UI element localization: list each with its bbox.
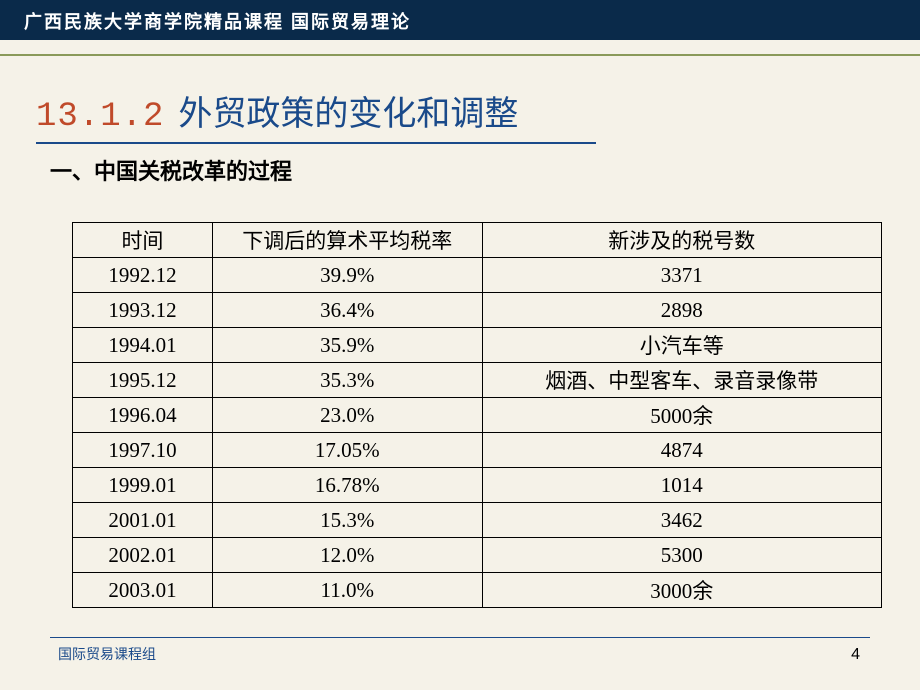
- cell-rate: 35.9%: [212, 328, 482, 363]
- cell-codes: 3462: [482, 503, 881, 538]
- table-header-codes: 新涉及的税号数: [482, 223, 881, 258]
- cell-rate: 23.0%: [212, 398, 482, 433]
- cell-time: 1999.01: [73, 468, 213, 503]
- subsection-heading: 一、中国关税改革的过程: [0, 144, 920, 186]
- table-row: 1993.1236.4%2898: [73, 293, 882, 328]
- cell-time: 1995.12: [73, 363, 213, 398]
- table-row: 1999.0116.78%1014: [73, 468, 882, 503]
- cell-rate: 39.9%: [212, 258, 482, 293]
- section-title-text: 外贸政策的变化和调整: [178, 86, 518, 135]
- table-row: 2003.0111.0%3000余: [73, 573, 882, 608]
- section-title: 13.1.2 外贸政策的变化和调整: [0, 56, 920, 136]
- page-number: 4: [851, 646, 860, 664]
- table-row: 1995.1235.3%烟酒、中型客车、录音录像带: [73, 363, 882, 398]
- tariff-table-container: 时间 下调后的算术平均税率 新涉及的税号数 1992.1239.9%3371 1…: [0, 186, 920, 608]
- cell-time: 1993.12: [73, 293, 213, 328]
- cell-codes: 5300: [482, 538, 881, 573]
- cell-codes: 小汽车等: [482, 328, 881, 363]
- cell-codes: 烟酒、中型客车、录音录像带: [482, 363, 881, 398]
- cell-time: 1996.04: [73, 398, 213, 433]
- table-header-row: 时间 下调后的算术平均税率 新涉及的税号数: [73, 223, 882, 258]
- cell-codes: 1014: [482, 468, 881, 503]
- cell-time: 2003.01: [73, 573, 213, 608]
- cell-rate: 17.05%: [212, 433, 482, 468]
- table-row: 1994.0135.9%小汽车等: [73, 328, 882, 363]
- cell-time: 1992.12: [73, 258, 213, 293]
- table-row: 2001.0115.3%3462: [73, 503, 882, 538]
- cell-rate: 36.4%: [212, 293, 482, 328]
- table-row: 1996.0423.0%5000余: [73, 398, 882, 433]
- table-body: 1992.1239.9%3371 1993.1236.4%2898 1994.0…: [73, 258, 882, 608]
- table-row: 1992.1239.9%3371: [73, 258, 882, 293]
- section-number: 13.1.2: [36, 98, 164, 136]
- cell-codes: 2898: [482, 293, 881, 328]
- cell-rate: 15.3%: [212, 503, 482, 538]
- cell-time: 2001.01: [73, 503, 213, 538]
- cell-codes: 3371: [482, 258, 881, 293]
- cell-rate: 11.0%: [212, 573, 482, 608]
- cell-time: 1994.01: [73, 328, 213, 363]
- table-header-time: 时间: [73, 223, 213, 258]
- tariff-table: 时间 下调后的算术平均税率 新涉及的税号数 1992.1239.9%3371 1…: [72, 222, 882, 608]
- table-row: 1997.1017.05%4874: [73, 433, 882, 468]
- cell-codes: 5000余: [482, 398, 881, 433]
- cell-rate: 35.3%: [212, 363, 482, 398]
- header-banner-text: 广西民族大学商学院精品课程 国际贸易理论: [24, 12, 411, 32]
- cell-rate: 16.78%: [212, 468, 482, 503]
- cell-codes: 3000余: [482, 573, 881, 608]
- cell-rate: 12.0%: [212, 538, 482, 573]
- table-header-rate: 下调后的算术平均税率: [212, 223, 482, 258]
- footer-course-group: 国际贸易课程组: [58, 644, 156, 664]
- header-banner: 广西民族大学商学院精品课程 国际贸易理论: [0, 0, 920, 40]
- cell-codes: 4874: [482, 433, 881, 468]
- footer-divider: [50, 637, 870, 638]
- table-row: 2002.0112.0%5300: [73, 538, 882, 573]
- cell-time: 2002.01: [73, 538, 213, 573]
- cell-time: 1997.10: [73, 433, 213, 468]
